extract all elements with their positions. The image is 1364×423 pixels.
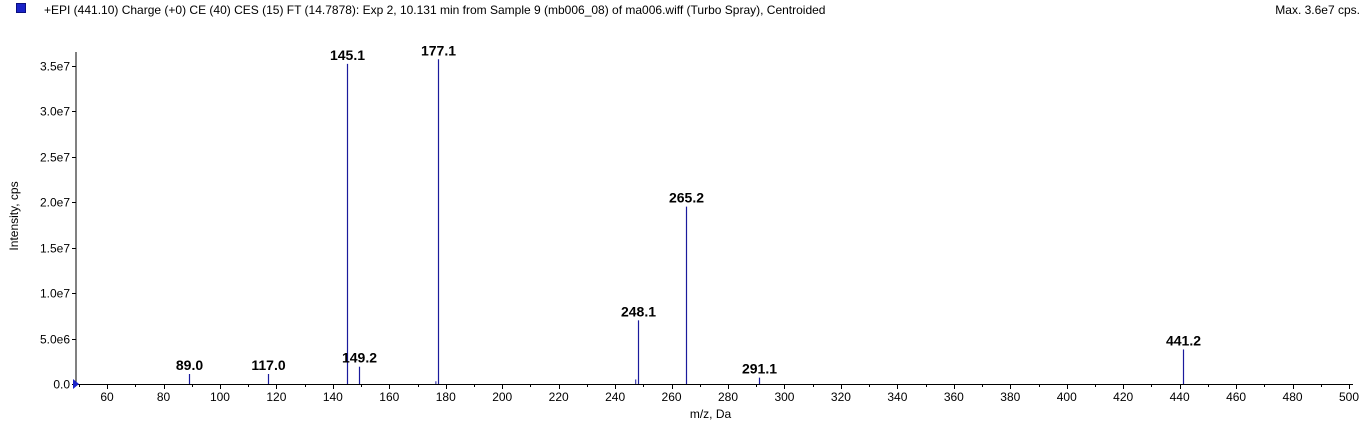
x-tick-label-480: 480: [1283, 390, 1303, 404]
x-tick-label-60: 60: [100, 390, 114, 404]
x-tick-label-140: 140: [323, 390, 343, 404]
x-tick-label-80: 80: [157, 390, 171, 404]
y-tick-label-1: 5.0e6: [40, 333, 70, 347]
peak-label-177-1: 177.1: [421, 42, 456, 58]
peaks-layer: [188, 59, 1185, 384]
y-tick-label-0: 0.0: [53, 378, 70, 392]
y-tick-label-5: 2.5e7: [40, 151, 70, 165]
y-tick-label-6: 3.0e7: [40, 105, 70, 119]
x-tick-label-180: 180: [436, 390, 456, 404]
x-tick-label-220: 220: [549, 390, 569, 404]
x-tick-label-320: 320: [831, 390, 851, 404]
labels-layer: 89.0 117.0 145.1 149.2 177.1 248.1 265.2 291.1 4…: [176, 42, 1201, 376]
spectrum-title: +EPI (441.10) Charge (+0) CE (40) CES (1…: [44, 3, 826, 17]
peak-label-265-2: 265.2: [669, 190, 704, 206]
x-tick-label-260: 260: [662, 390, 682, 404]
y-axis-title: Intensity, cps: [7, 181, 21, 250]
x-tick-label-380: 380: [1000, 390, 1020, 404]
x-tick-label-340: 340: [887, 390, 907, 404]
x-axis-title: m/z, Da: [690, 407, 732, 421]
x-tick-label-120: 120: [266, 390, 286, 404]
spectrum-header: +EPI (441.10) Charge (+0) CE (40) CES (1…: [0, 0, 1364, 20]
x-tick-label-440: 440: [1170, 390, 1190, 404]
y-tick-label-2: 1.0e7: [40, 287, 70, 301]
y-tick-label-7: 3.5e7: [40, 60, 70, 74]
peak-label-291-1: 291.1: [742, 361, 777, 377]
x-tick-label-200: 200: [492, 390, 512, 404]
peak-label-89-0: 89.0: [176, 357, 203, 373]
peak-label-441-2: 441.2: [1166, 332, 1201, 348]
peak-label-145-1: 145.1: [330, 47, 365, 63]
x-tick-label-500: 500: [1339, 390, 1359, 404]
y-tick-label-4: 2.0e7: [40, 196, 70, 210]
x-tick-label-400: 400: [1057, 390, 1077, 404]
x-tick-label-100: 100: [210, 390, 230, 404]
peak-label-149-2: 149.2: [342, 350, 377, 366]
peak-label-117-0: 117.0: [251, 357, 285, 373]
x-tick-label-240: 240: [605, 390, 625, 404]
series-legend-swatch[interactable]: [16, 3, 26, 13]
x-tick-label-280: 280: [718, 390, 738, 404]
x-tick-label-160: 160: [379, 390, 399, 404]
peak-label-248-1: 248.1: [621, 303, 656, 319]
x-tick-label-360: 360: [944, 390, 964, 404]
x-tick-label-300: 300: [774, 390, 794, 404]
axes-layer: 0.0 5.0e6 1.0e7 1.5e7 2.0e7 2.5e7 3.0e7 3.5e7 60…: [7, 52, 1359, 421]
baseline-marker-icon: [73, 379, 79, 389]
x-tick-label-420: 420: [1113, 390, 1133, 404]
max-intensity-label: Max. 3.6e7 cps.: [1275, 3, 1360, 17]
y-tick-label-3: 1.5e7: [40, 242, 70, 256]
x-tick-label-460: 460: [1226, 390, 1246, 404]
